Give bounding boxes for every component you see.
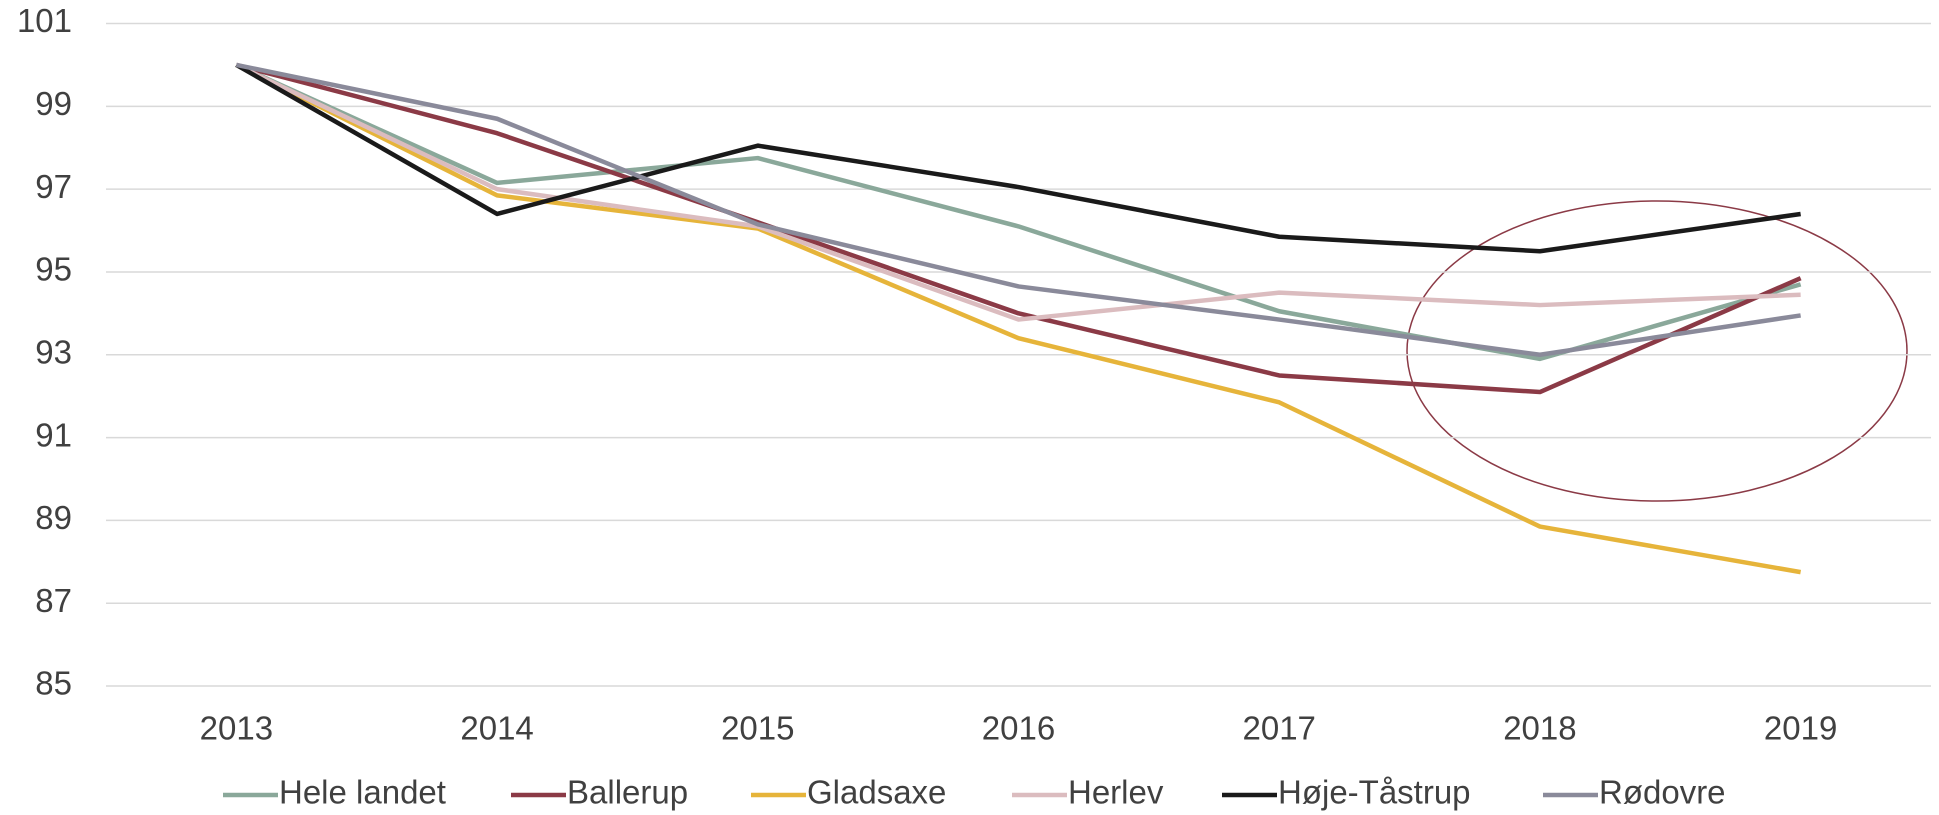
y-tick-label: 101 — [17, 2, 72, 39]
y-tick-label: 99 — [35, 85, 72, 122]
y-tick-label: 87 — [35, 582, 72, 619]
y-tick-label: 95 — [35, 251, 72, 288]
legend-label: Gladsaxe — [807, 774, 946, 811]
x-tick-label: 2013 — [200, 710, 273, 747]
x-tick-label: 2016 — [982, 710, 1055, 747]
x-tick-label: 2014 — [460, 710, 533, 747]
y-tick-label: 93 — [35, 333, 72, 370]
legend-label: Hele landet — [279, 774, 446, 811]
y-tick-label: 89 — [35, 499, 72, 536]
legend-label: Ballerup — [567, 774, 688, 811]
series-line — [235, 62, 1801, 357]
x-tick-label: 2018 — [1503, 710, 1576, 747]
series-line — [235, 62, 1802, 395]
series-line — [235, 62, 1801, 322]
highlight-ellipse — [1406, 200, 1908, 502]
legend-label: Høje-Tåstrup — [1278, 774, 1471, 811]
legend-label: Herlev — [1068, 774, 1164, 811]
x-tick-label: 2019 — [1764, 710, 1837, 747]
x-tick-label: 2017 — [1243, 710, 1316, 747]
y-tick-label: 97 — [35, 168, 72, 205]
series-line — [235, 62, 1802, 575]
y-tick-label: 85 — [35, 665, 72, 702]
series-line — [235, 62, 1802, 362]
series-line — [235, 62, 1801, 254]
x-tick-label: 2015 — [721, 710, 794, 747]
legend-label: Rødovre — [1599, 774, 1726, 811]
y-tick-label: 91 — [35, 416, 72, 453]
